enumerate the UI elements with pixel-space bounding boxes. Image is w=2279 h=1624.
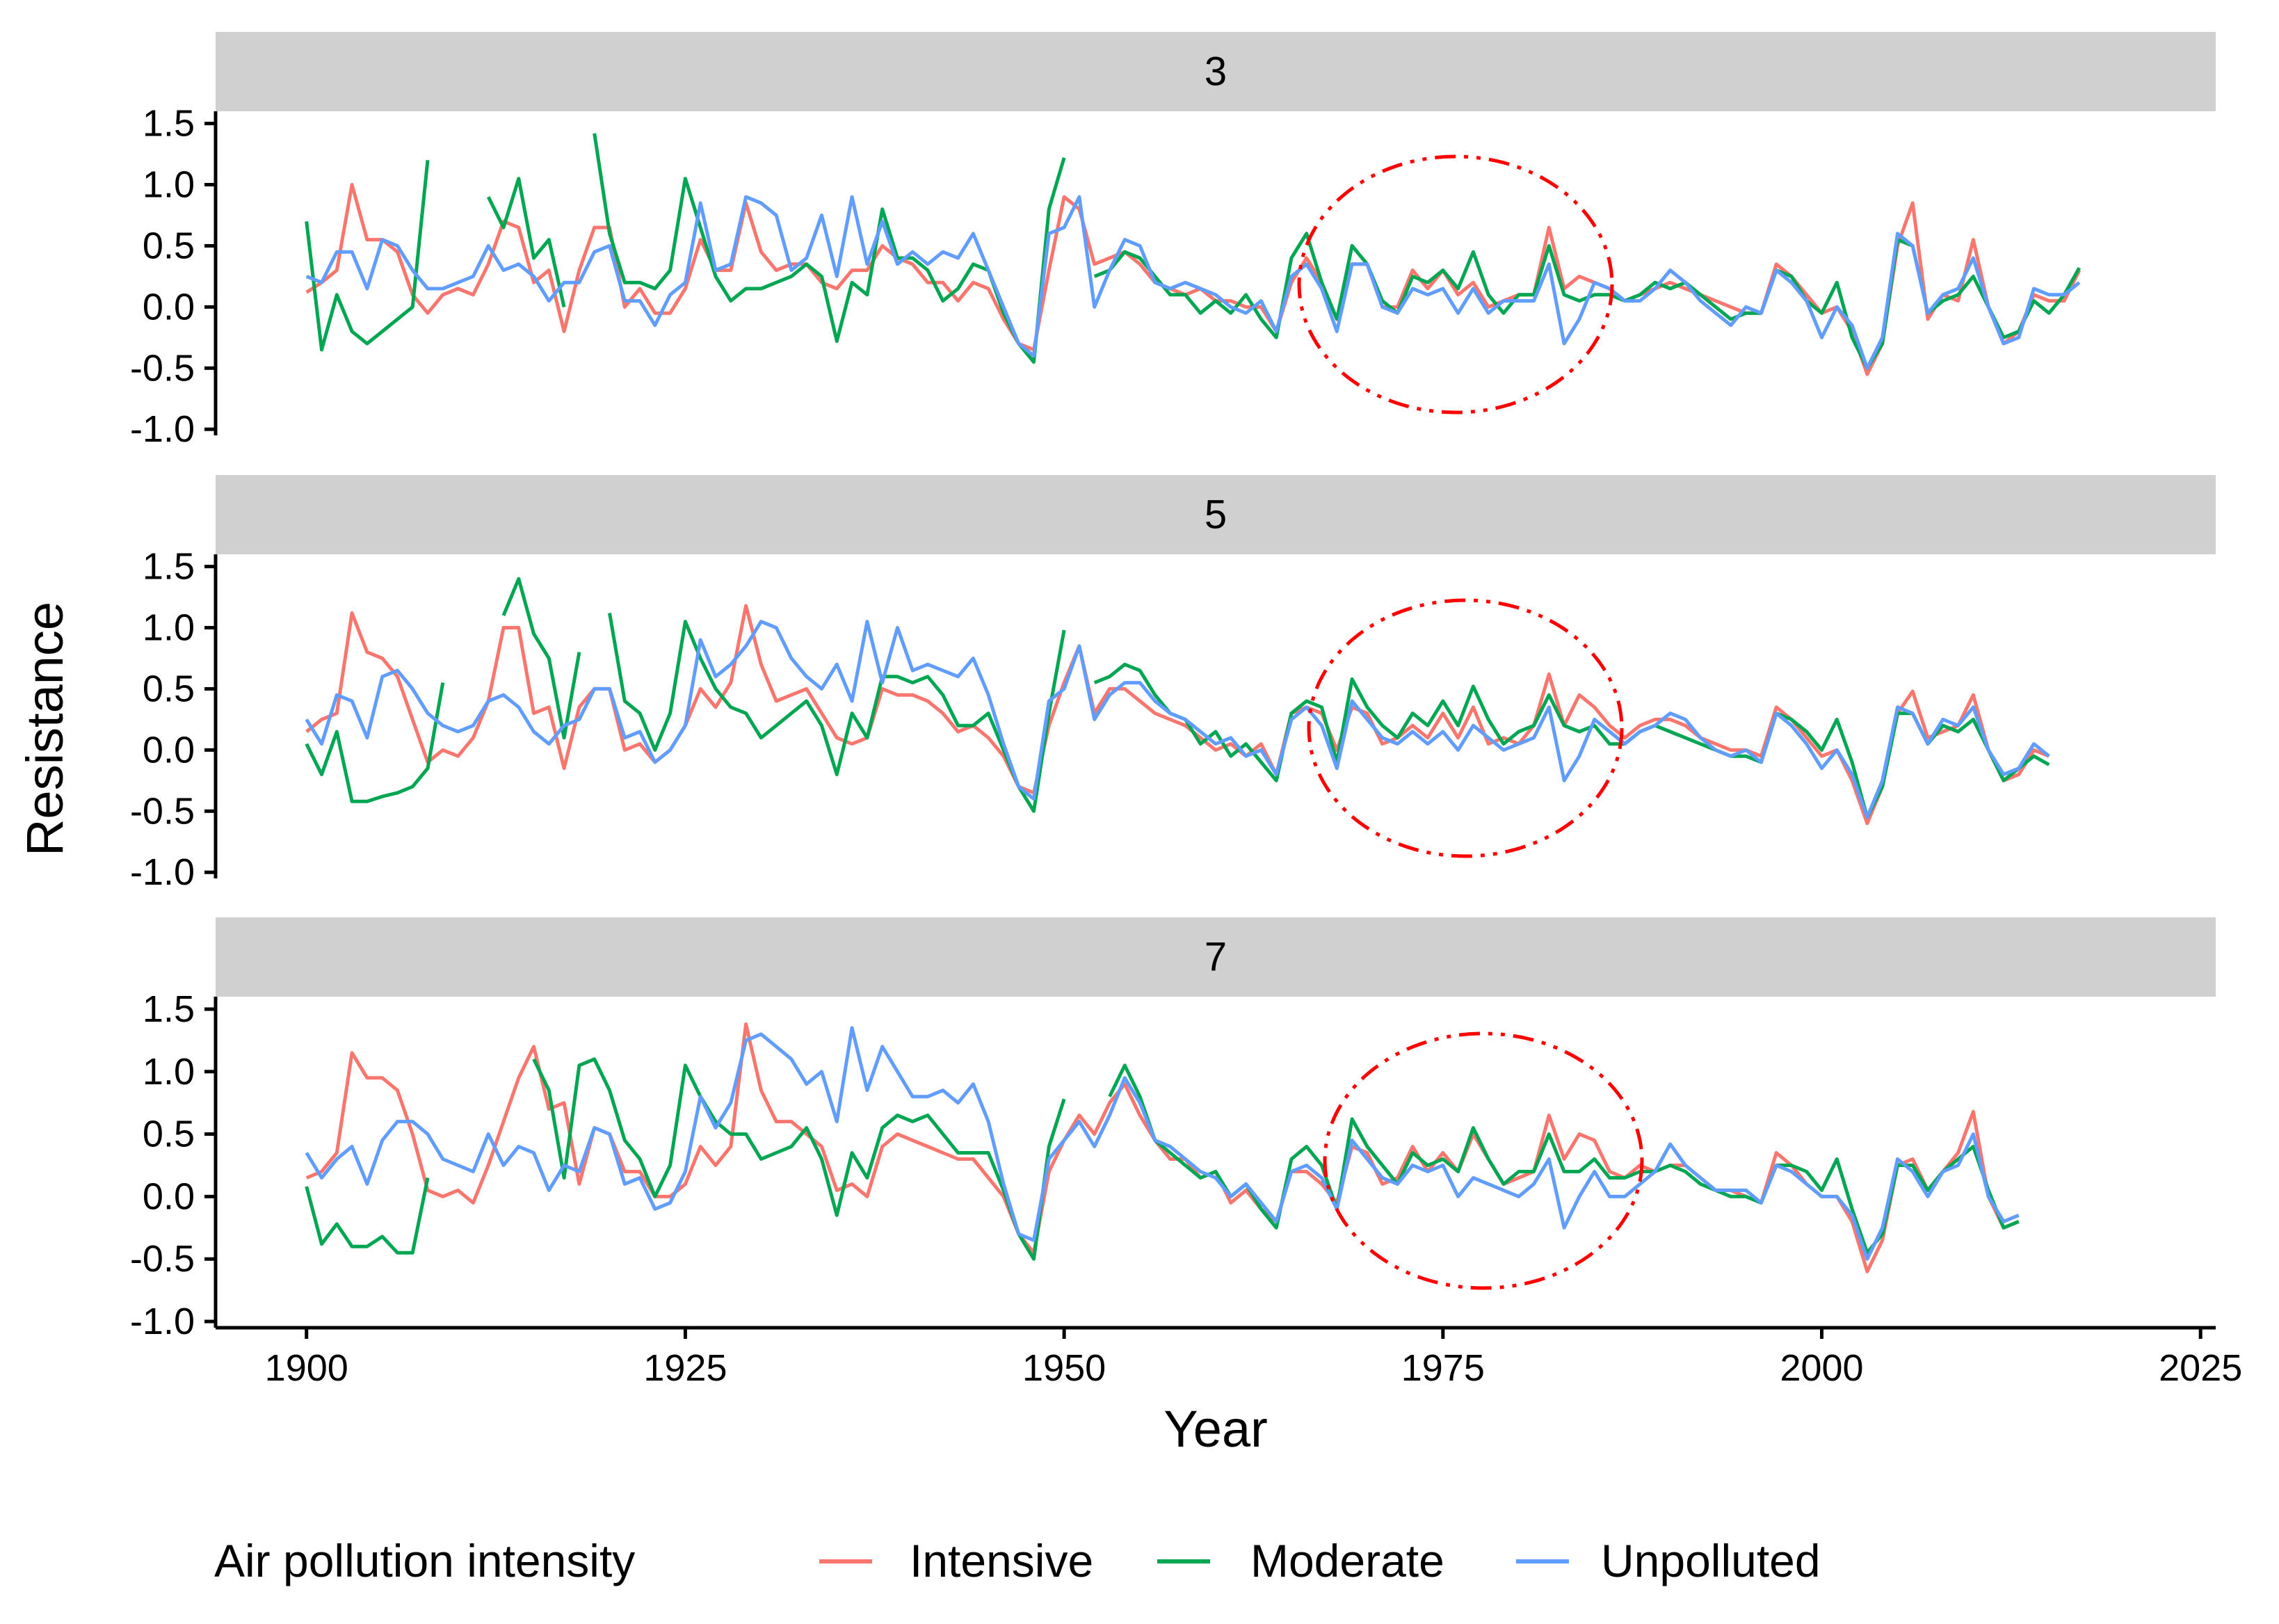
- series-line-moderate: [305, 160, 430, 352]
- y-tick-label: -0.5: [130, 1238, 195, 1280]
- y-tick-label: 0.5: [143, 668, 195, 709]
- y-tick-label: -0.5: [130, 347, 195, 389]
- series-lines: [305, 577, 2050, 826]
- facet-strip-label: 7: [1205, 935, 1227, 980]
- x-tick-label: 1900: [265, 1347, 348, 1389]
- legend-entry-unpolluted: Unpolluted: [1516, 1535, 1821, 1586]
- facet-panel-7: 7 -1.0 -0.5 0.0 0.5 1.0 1.5: [130, 917, 2216, 1342]
- series-line-moderate: [608, 612, 1066, 813]
- x-axis-title: Year: [1163, 1400, 1268, 1458]
- y-axis-ticks: -1.0 -0.5 0.0 0.5 1.0 1.5: [130, 988, 216, 1342]
- legend-entry-intensive: Intensive: [819, 1535, 1093, 1586]
- x-tick-label: 2000: [1780, 1347, 1863, 1389]
- facet-strip: [216, 32, 2216, 111]
- y-axis-ticks: -1.0 -0.5 0.0 0.5 1.0 1.5: [130, 546, 216, 893]
- x-axis-ticks: 1900 1925 1950 1975 2000 2025: [265, 1328, 2242, 1389]
- series-line-unpolluted: [305, 1026, 2020, 1261]
- series-line-moderate: [1108, 1063, 2020, 1255]
- x-tick-label: 2025: [2159, 1347, 2242, 1389]
- facet-strip-label: 3: [1205, 49, 1227, 95]
- legend: Air pollution intensity Intensive Modera…: [214, 1535, 1821, 1586]
- highlight-ellipse: [1307, 598, 1624, 858]
- series-line-moderate: [501, 577, 581, 740]
- x-tick-label: 1975: [1401, 1347, 1485, 1389]
- y-axis-ticks: -1.0 -0.5 0.0 0.5 1.0 1.5: [130, 103, 216, 450]
- y-tick-label: 0.5: [143, 225, 195, 266]
- y-axis-title: Resistance: [16, 602, 74, 856]
- facet-panel-5: 5 -1.0 -0.5 0.0 0.5 1.0 1.5: [130, 475, 2216, 893]
- series-line-moderate: [593, 133, 1066, 364]
- series-line-moderate: [486, 177, 566, 307]
- y-tick-label: -0.5: [130, 790, 195, 832]
- facet-strip-label: 5: [1205, 492, 1227, 538]
- series-line-moderate: [305, 682, 445, 803]
- y-tick-label: -1.0: [130, 408, 195, 450]
- legend-label-unpolluted: Unpolluted: [1601, 1535, 1821, 1586]
- y-tick-label: 1.0: [143, 1051, 195, 1093]
- series-line-unpolluted: [305, 620, 2050, 819]
- legend-label-intensive: Intensive: [910, 1535, 1093, 1586]
- series-line-moderate: [532, 1057, 1066, 1261]
- y-tick-label: 1.5: [143, 988, 195, 1030]
- facet-panel-3: 3 -1.0 -0.5 0.0 0.5 1.0 1.5: [130, 32, 2216, 450]
- legend-label-moderate: Moderate: [1250, 1535, 1444, 1586]
- series-lines: [305, 133, 2081, 376]
- x-tick-label: 1925: [643, 1347, 727, 1389]
- series-lines: [305, 1022, 2020, 1273]
- x-axis: 1900 1925 1950 1975 2000 2025: [216, 1326, 2242, 1389]
- y-tick-label: -1.0: [130, 1301, 195, 1342]
- y-tick-label: 1.0: [143, 164, 195, 206]
- y-tick-label: 1.5: [143, 103, 195, 145]
- highlight-ellipse: [1297, 154, 1614, 415]
- series-line-unpolluted: [305, 195, 2081, 370]
- highlight-ellipse: [1323, 1031, 1644, 1290]
- y-tick-label: 0.0: [143, 1175, 195, 1217]
- y-tick-label: 1.5: [143, 546, 195, 588]
- series-line-moderate: [305, 1177, 430, 1255]
- facet-strip: [216, 475, 2216, 554]
- legend-title: Air pollution intensity: [214, 1535, 635, 1586]
- series-line-moderate: [1093, 662, 2050, 819]
- legend-entry-moderate: Moderate: [1157, 1535, 1444, 1586]
- y-tick-label: 0.0: [143, 729, 195, 771]
- y-tick-label: 0.5: [143, 1114, 195, 1155]
- y-tick-label: -1.0: [130, 851, 195, 893]
- x-tick-label: 1950: [1022, 1347, 1106, 1389]
- y-tick-label: 1.0: [143, 607, 195, 649]
- series-line-intensive: [305, 183, 2081, 376]
- facet-strip: [216, 917, 2216, 997]
- y-tick-label: 0.0: [143, 286, 195, 328]
